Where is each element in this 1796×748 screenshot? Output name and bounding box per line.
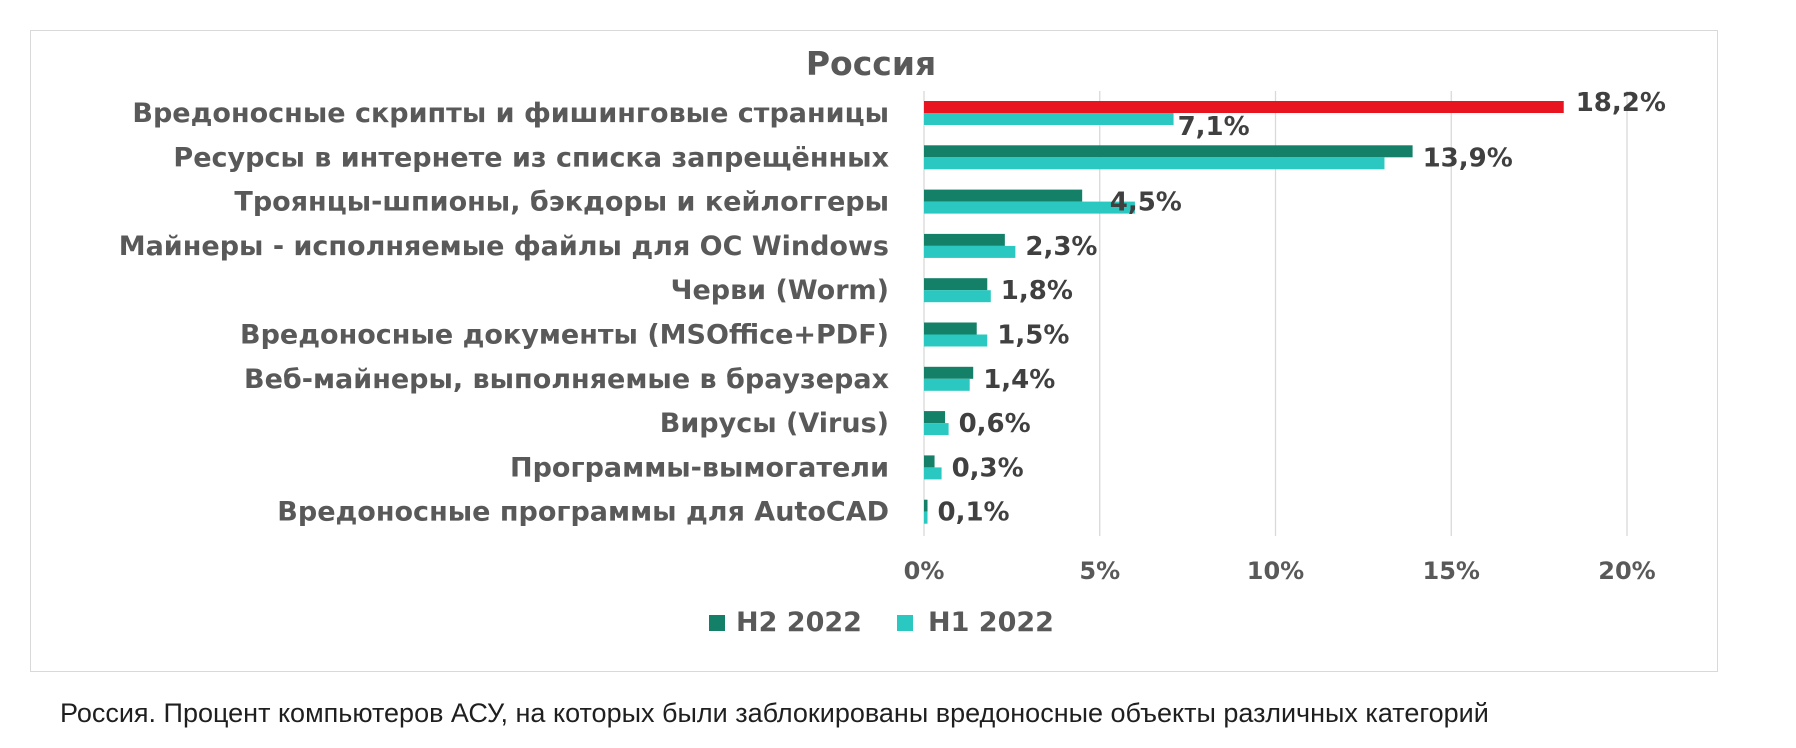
- bar-h1-2022: [924, 378, 970, 391]
- bar-h1-2022: [924, 245, 1016, 258]
- data-label: 0,6%: [959, 409, 1031, 439]
- bar-h1-2022: [924, 467, 942, 480]
- legend-swatch-h2-2022: [709, 615, 725, 631]
- bar-h2-2022: [924, 233, 1005, 246]
- bar-h1-2022: [924, 113, 1174, 125]
- category-label: Вредоносные программы для AutoCAD: [277, 497, 889, 528]
- data-label: 0,1%: [938, 498, 1010, 528]
- x-tick-label: 5%: [1079, 557, 1120, 585]
- category-label: Вирусы (Virus): [660, 408, 889, 439]
- bar-h1-2022: [924, 157, 1385, 170]
- x-tick-label: 10%: [1247, 557, 1304, 585]
- legend-swatch-h1-2022: [897, 615, 913, 631]
- chart-frame: Россия 0% 5% 10% 15% 20% Вредоносные скрипты и…: [30, 30, 1718, 672]
- bar-h1-2022: [924, 290, 991, 303]
- bar-h2-2022: [924, 499, 928, 512]
- category-label: Троянцы-шпионы, бэкдоры и кейлоггеры: [234, 187, 889, 218]
- bar-h2-2022: [924, 189, 1083, 202]
- x-tick-label: 20%: [1598, 557, 1655, 585]
- bar-h2-2022: [924, 455, 935, 468]
- category-label: Ресурсы в интернете из списка запрещённы…: [173, 142, 889, 173]
- bar-h2-2022: [924, 322, 977, 335]
- data-label: 1,8%: [1001, 276, 1073, 306]
- bar-h1-2022: [924, 511, 928, 524]
- bar-h2-2022: [924, 411, 946, 424]
- data-label: 7,1%: [1178, 112, 1250, 142]
- bar-chart: Россия 0% 5% 10% 15% 20% Вредоносные скрипты и…: [119, 44, 1666, 638]
- data-label: 0,3%: [952, 453, 1024, 483]
- x-tick-label: 15%: [1423, 557, 1480, 585]
- legend-label-h1-2022: H1 2022: [928, 607, 1054, 638]
- data-label: 2,3%: [1025, 232, 1097, 262]
- category-label: Веб-майнеры, выполняемые в браузерах: [244, 364, 889, 395]
- data-label: 4,5%: [1110, 188, 1182, 218]
- data-label: 1,5%: [997, 321, 1069, 351]
- category-label: Черви (Worm): [671, 275, 889, 306]
- category-label: Вредоносные документы (MSOffice+PDF): [240, 320, 889, 351]
- bar-h1-2022: [924, 201, 1135, 214]
- bar-h1-2022: [924, 334, 988, 347]
- bar-h2-2022: [924, 101, 1564, 113]
- x-tick-label: 0%: [904, 557, 945, 585]
- bar-h2-2022: [924, 366, 974, 379]
- data-label: 13,9%: [1423, 143, 1513, 173]
- category-label: Майнеры - исполняемые файлы для ОС Windo…: [119, 231, 889, 262]
- legend-label-h2-2022: H2 2022: [736, 607, 862, 638]
- chart-title: Россия: [806, 44, 936, 83]
- data-label: 18,2%: [1576, 88, 1666, 118]
- bar-h1-2022: [924, 423, 949, 436]
- category-label: Программы-вымогатели: [510, 452, 889, 483]
- bar-h2-2022: [924, 145, 1413, 158]
- bar-h2-2022: [924, 278, 988, 291]
- category-label: Вредоносные скрипты и фишинговые страниц…: [132, 98, 889, 129]
- figure-caption: Россия. Процент компьютеров АСУ, на кото…: [60, 698, 1489, 728]
- data-label: 1,4%: [983, 365, 1055, 395]
